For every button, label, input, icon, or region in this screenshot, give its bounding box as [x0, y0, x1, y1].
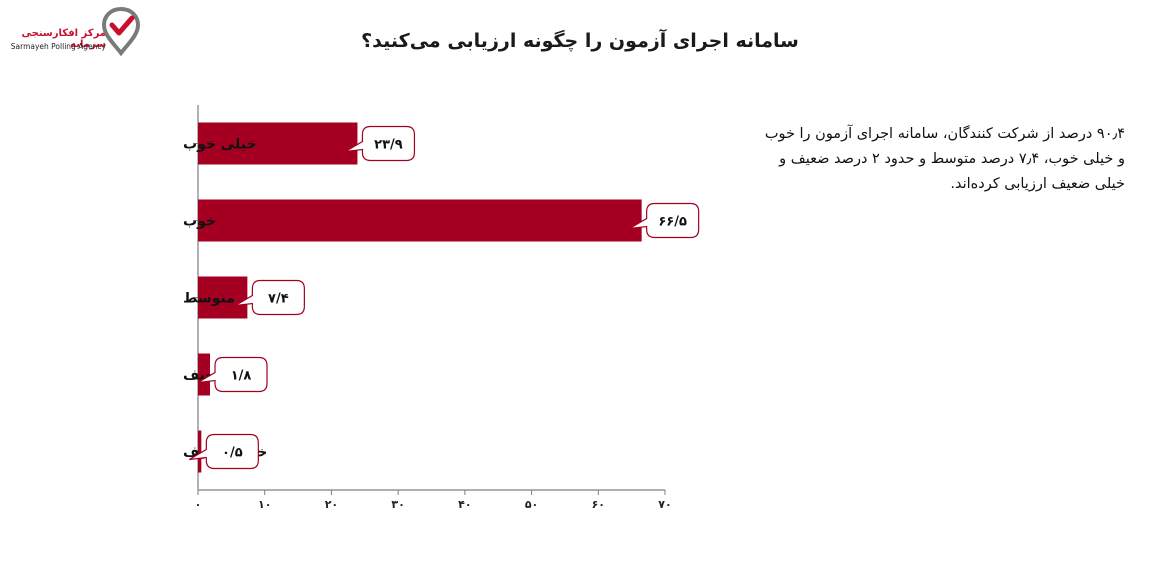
chart-title: سامانه اجرای آزمون را چگونه ارزیابی می‌ک… [361, 30, 799, 52]
logo-check-pin-icon [101, 6, 141, 56]
bar [198, 353, 211, 396]
logo-name-en: Sarmayeh Polling Agency [10, 42, 106, 51]
x-tick-label: ۱۰ [258, 498, 271, 511]
x-tick-label: ۳۰ [391, 498, 404, 511]
logo: مرکز افکارسنجی سرمایه Sarmayeh Polling A… [8, 6, 148, 56]
bar [198, 430, 202, 473]
value-callout [629, 202, 700, 239]
value-callout [197, 356, 268, 393]
category-label: متوسط [183, 291, 235, 307]
x-tick-label: ۵۰ [525, 498, 538, 511]
x-tick-label: ۷۰ [658, 498, 671, 511]
logo-name-fa: مرکز افکارسنجی سرمایه [21, 28, 106, 50]
x-tick-label: ۲۰ [325, 498, 338, 511]
x-tick-label: ۰ [195, 498, 202, 511]
data-label: ۷/۴ [268, 292, 289, 307]
category-label: خوب [183, 214, 216, 230]
x-tick-label: ۶۰ [592, 498, 605, 511]
summary-text: ۹۰٫۴ درصد از شرکت کنندگان، سامانه اجرای … [764, 126, 1125, 192]
data-label: ۶۶/۵ [658, 215, 687, 230]
data-label: ۲۳/۹ [374, 138, 403, 153]
bar [198, 122, 358, 165]
data-label: ۰/۵ [222, 446, 243, 461]
x-tick-label: ۴۰ [458, 498, 471, 511]
value-callout [189, 433, 259, 470]
value-callout [235, 279, 305, 316]
value-callout [345, 125, 416, 162]
bar [198, 199, 642, 242]
data-label: ۱/۸ [231, 369, 252, 384]
bar [198, 276, 248, 319]
category-label: خیلی خوب [183, 137, 257, 153]
